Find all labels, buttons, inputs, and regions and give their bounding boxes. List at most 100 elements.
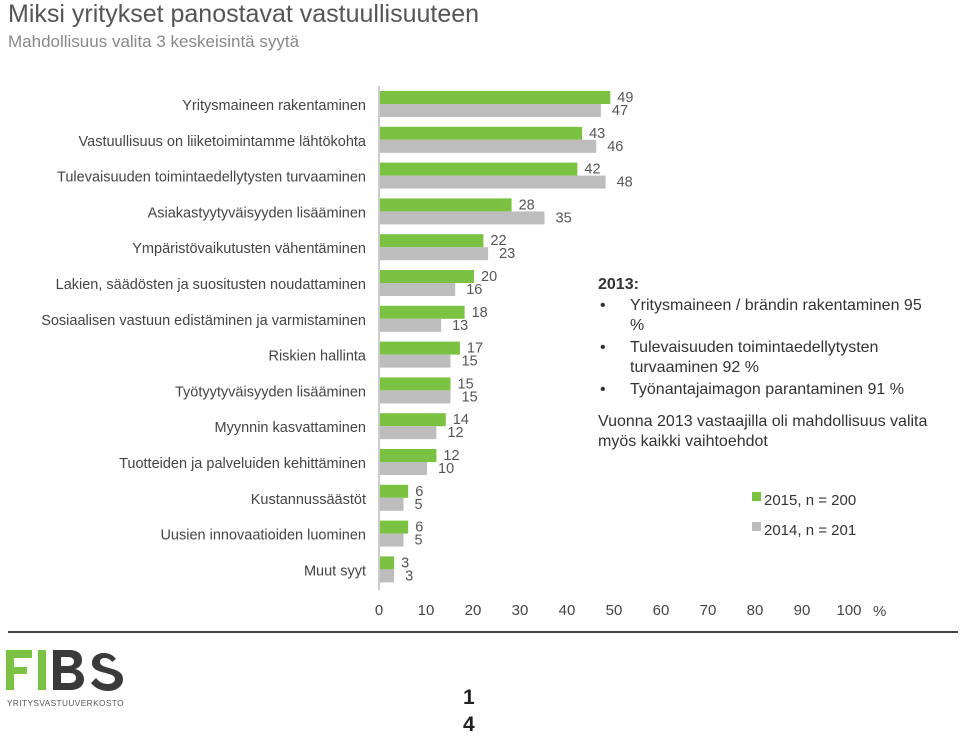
bar-2014 — [380, 569, 395, 583]
notes-footnote: Vuonna 2013 vastaajilla oli mahdollisuus… — [598, 413, 928, 450]
svg-text:YRITYSVASTUUVERKOSTO: YRITYSVASTUUVERKOSTO — [7, 698, 124, 708]
notes-year: 2013: — [598, 276, 639, 293]
bar-2015 — [380, 126, 583, 140]
x-tick-label: 50 — [606, 602, 623, 619]
value-label-2015: 43 — [589, 126, 605, 142]
value-label-2015: 20 — [481, 269, 497, 285]
page-number: 1 4 — [463, 684, 475, 738]
value-label-2015: 28 — [519, 197, 535, 213]
bar-2014 — [380, 139, 597, 153]
bar-2014 — [380, 354, 451, 368]
x-unit-label: % — [873, 603, 886, 620]
bar-2015 — [380, 377, 451, 391]
bar-2014 — [380, 175, 606, 189]
value-label-2014: 16 — [466, 282, 482, 298]
category-label: Sosiaalisen vastuun edistäminen ja varmi… — [41, 313, 366, 329]
bar-2015 — [380, 198, 512, 212]
x-tick-label: 70 — [700, 602, 717, 619]
page-title: Miksi yritykset panostavat vastuullisuut… — [8, 0, 480, 28]
value-label-2015: 17 — [467, 341, 483, 357]
value-label-2014: 47 — [612, 103, 628, 119]
value-label-2014: 35 — [556, 210, 572, 226]
category-label: Kustannussäästöt — [251, 492, 366, 508]
value-label-2014: 12 — [447, 425, 463, 441]
value-label-2015: 42 — [584, 162, 600, 178]
page-number-line1: 1 — [463, 686, 475, 709]
value-label-2015: 12 — [443, 448, 459, 464]
value-label-2014: 23 — [499, 246, 515, 262]
x-tick-label: 80 — [747, 602, 764, 619]
legend-item-2014: 2014, n = 201 — [752, 520, 856, 540]
bar-2015 — [380, 556, 395, 570]
x-tick-label: 10 — [418, 602, 435, 619]
value-label-2014: 15 — [462, 389, 478, 405]
notes-item: Tulevaisuuden toimintaedellytysten turva… — [598, 338, 938, 378]
notes-item: Yritysmaineen / brändin rakentaminen 95 … — [598, 296, 938, 336]
value-label-2015: 22 — [490, 233, 506, 249]
bar-2014 — [380, 462, 427, 475]
category-label: Vastuullisuus on liiketoimintamme lähtök… — [79, 134, 367, 150]
bar-2015 — [380, 305, 465, 319]
value-label-2014: 13 — [452, 318, 468, 334]
value-label-2015: 15 — [458, 376, 474, 392]
bar-2014 — [380, 211, 545, 225]
bar-2015 — [380, 341, 460, 355]
bar-2014 — [380, 247, 489, 261]
bar-2015 — [380, 484, 409, 498]
bar-2015 — [380, 234, 484, 248]
notes-panel: 2013: Yritysmaineen / brändin rakentamin… — [598, 276, 938, 452]
bar-2014 — [380, 533, 404, 547]
category-label: Yritysmaineen rakentaminen — [182, 98, 366, 114]
x-tick-label: 30 — [512, 602, 529, 619]
category-label: Lakien, säädösten ja suositusten noudatt… — [56, 277, 366, 293]
category-label: Uusien innovaatioiden luominen — [160, 528, 366, 544]
value-label-2014: 5 — [415, 497, 423, 513]
fibs-logo: YRITYSVASTUUVERKOSTO — [6, 648, 126, 715]
value-label-2014: 15 — [462, 354, 478, 370]
notes-item: Työnantajaimagon parantaminen 91 % — [598, 380, 938, 400]
legend-label-2015: 2015, n = 200 — [764, 491, 857, 509]
bar-2014 — [380, 390, 451, 404]
bar-2014 — [380, 283, 456, 296]
bar-2014 — [380, 426, 437, 440]
bar-2015 — [380, 449, 437, 462]
value-label-2014: 3 — [405, 568, 413, 584]
fibs-logo-mark: YRITYSVASTUUVERKOSTO — [6, 650, 124, 708]
category-label: Tuotteiden ja palveluiden kehittäminen — [119, 456, 366, 472]
category-label: Tulevaisuuden toimintaedellytysten turva… — [57, 170, 366, 186]
x-tick-label: 0 — [375, 602, 383, 619]
category-label: Myynnin kasvattaminen — [214, 420, 366, 436]
x-tick-label: 40 — [559, 602, 576, 619]
bar-2015 — [380, 91, 611, 104]
page-subtitle: Mahdollisuus valita 3 keskeisintä syytä — [8, 32, 300, 51]
category-label: Ympäristövaikutusten vähentäminen — [132, 241, 366, 257]
value-label-2014: 5 — [415, 533, 423, 549]
value-label-2014: 48 — [617, 175, 633, 191]
bar-2014 — [380, 318, 442, 332]
legend-swatch-2014 — [752, 521, 761, 531]
x-tick-label: 60 — [653, 602, 670, 619]
category-label: Riskien hallinta — [268, 349, 366, 365]
bar-2015 — [380, 270, 474, 283]
bar-2015 — [380, 520, 409, 534]
legend-label-2014: 2014, n = 201 — [764, 521, 857, 539]
value-label-2014: 46 — [607, 139, 623, 155]
x-tick-label: 100 — [836, 602, 861, 619]
legend-swatch-2015 — [752, 491, 761, 501]
value-label-2014: 10 — [438, 461, 454, 477]
legend-item-2015: 2015, n = 200 — [752, 490, 856, 510]
bar-2014 — [380, 104, 601, 117]
bar-2015 — [380, 413, 446, 427]
value-label-2015: 18 — [472, 305, 488, 321]
chart-legend: 2015, n = 200 2014, n = 201 — [752, 490, 856, 550]
x-tick-label: 20 — [465, 602, 482, 619]
value-label-2015: 6 — [415, 520, 423, 536]
value-label-2015: 6 — [415, 484, 423, 500]
x-tick-label: 90 — [794, 602, 811, 619]
category-label: Muut syyt — [304, 563, 366, 579]
category-label: Asiakastyytyväisyyden lisääminen — [148, 205, 366, 221]
bar-2014 — [380, 497, 404, 511]
value-label-2015: 14 — [453, 412, 469, 428]
category-label: Työtyytyväisyyden lisääminen — [175, 384, 366, 400]
